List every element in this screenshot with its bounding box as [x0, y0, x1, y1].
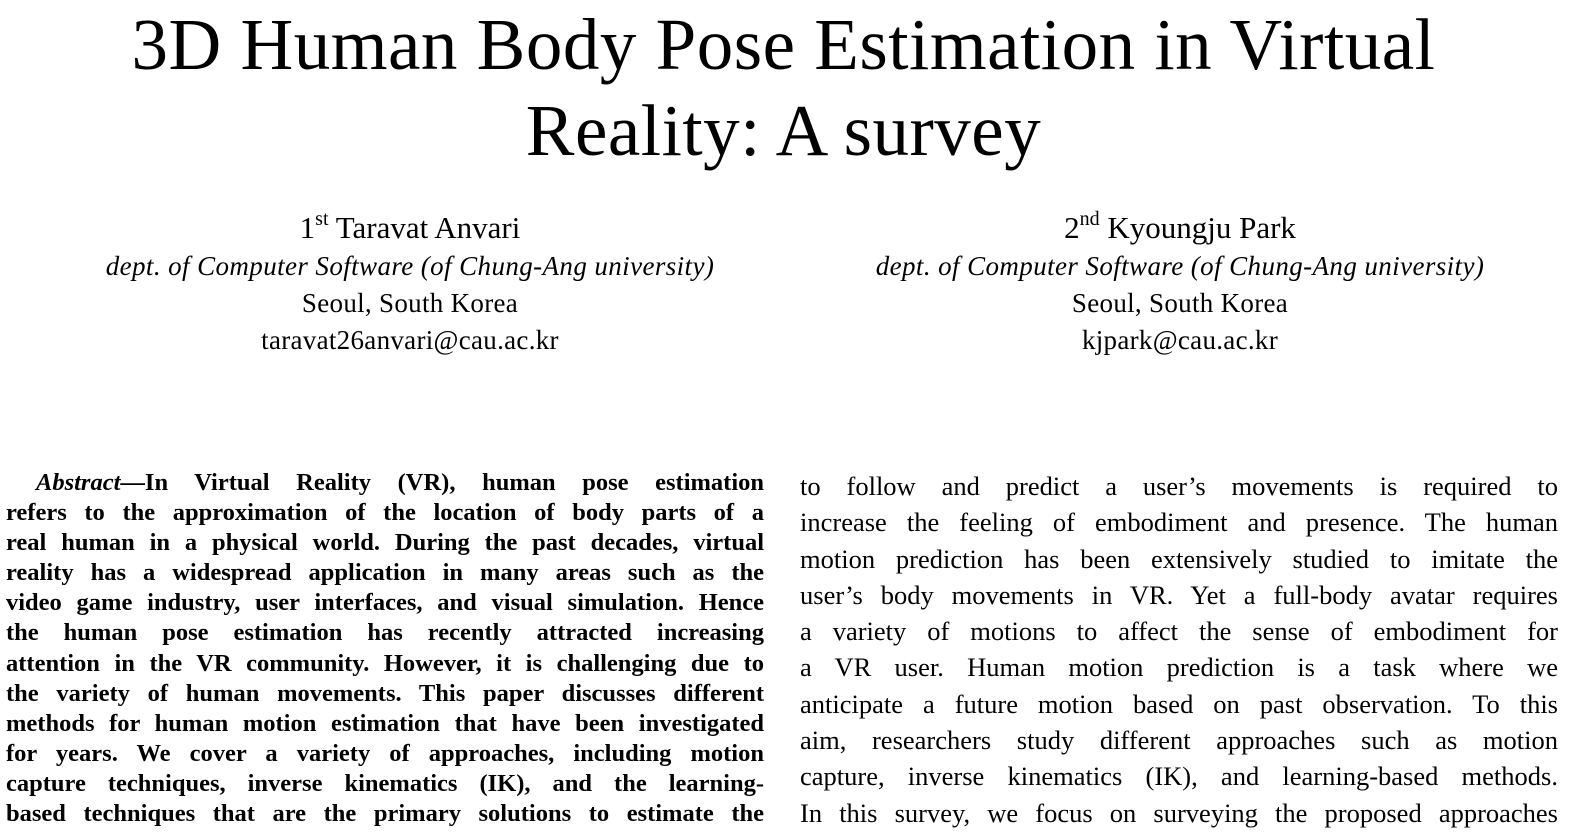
author-name: Taravat Anvari: [335, 210, 521, 245]
author-department: dept. of Computer Software (of Chung-Ang…: [105, 251, 715, 281]
abstract-column: Abstract—In Virtual Reality (VR), human …: [6, 468, 764, 829]
body-line: motion prediction has been extensively s…: [800, 543, 1558, 574]
abstract-line-text: —In Virtual Reality (VR), human pose est…: [120, 469, 764, 496]
author-ordinal-number: 1: [299, 210, 316, 245]
author-ordinal-suffix: st: [315, 207, 329, 230]
author-ordinal-number: 2: [1064, 210, 1080, 245]
author-city: Seoul, South Korea: [301, 288, 519, 318]
body-line: anticipate a future motion based on past…: [800, 688, 1558, 719]
body-line: capture, inverse kinematics (IK), and le…: [800, 761, 1558, 792]
abstract-line: for years. We cover a variety of approac…: [6, 739, 764, 767]
author-city: Seoul, South Korea: [1071, 288, 1289, 318]
author-name-line: 2nd Kyoungju Park: [790, 208, 1570, 248]
body-line: a variety of motions to affect the sense…: [800, 616, 1558, 647]
author-block-1: 1st Taravat Anvari dept. of Computer Sof…: [20, 208, 800, 359]
abstract-line: video game industry, user interfaces, an…: [6, 589, 764, 617]
abstract-line: real human in a physical world. During t…: [6, 529, 764, 557]
abstract-line: reality has a widespread application in …: [6, 559, 764, 587]
body-line: In this survey, we focus on surveying th…: [800, 797, 1558, 828]
author-email: kjpark@cau.ac.kr: [1081, 325, 1279, 355]
abstract-line: the variety of human movements. This pap…: [6, 679, 764, 707]
abstract-line: methods for human motion estimation that…: [6, 709, 764, 737]
abstract-heading: Abstract: [36, 469, 121, 496]
author-name: Kyoungju Park: [1107, 210, 1296, 245]
body-line: user’s body movements in VR. Yet a full-…: [800, 579, 1558, 610]
body-column: to follow and predict a user’s movements…: [800, 468, 1558, 831]
body-line: increase the feeling of embodiment and p…: [800, 507, 1558, 538]
paper-title: 3D Human Body Pose Estimation in Virtual…: [40, 2, 1527, 174]
body-line: to follow and predict a user’s movements…: [800, 471, 1558, 501]
abstract-line: the human pose estimation has recently a…: [6, 619, 764, 647]
author-name-line: 1st Taravat Anvari: [20, 208, 800, 248]
abstract-line: attention in the VR community. However, …: [6, 649, 764, 677]
author-ordinal-suffix: nd: [1079, 207, 1100, 230]
abstract-line: Abstract—In Virtual Reality (VR), human …: [6, 468, 764, 498]
abstract-line: refers to the approximation of the locat…: [6, 499, 764, 527]
abstract-line: capture techniques, inverse kinematics (…: [6, 769, 764, 797]
author-department: dept. of Computer Software (of Chung-Ang…: [875, 251, 1485, 281]
author-email: taravat26anvari@cau.ac.kr: [261, 325, 559, 355]
paper-title-line-1: 3D Human Body Pose Estimation in Virtual: [131, 4, 1436, 85]
body-line: a VR user. Human motion prediction is a …: [800, 652, 1558, 683]
paper-title-line-2: Reality: A survey: [525, 90, 1042, 171]
body-line: aim, researchers study different approac…: [800, 725, 1558, 756]
author-block-2: 2nd Kyoungju Park dept. of Computer Soft…: [790, 208, 1570, 359]
abstract-line: based techniques that are the primary so…: [6, 800, 764, 828]
